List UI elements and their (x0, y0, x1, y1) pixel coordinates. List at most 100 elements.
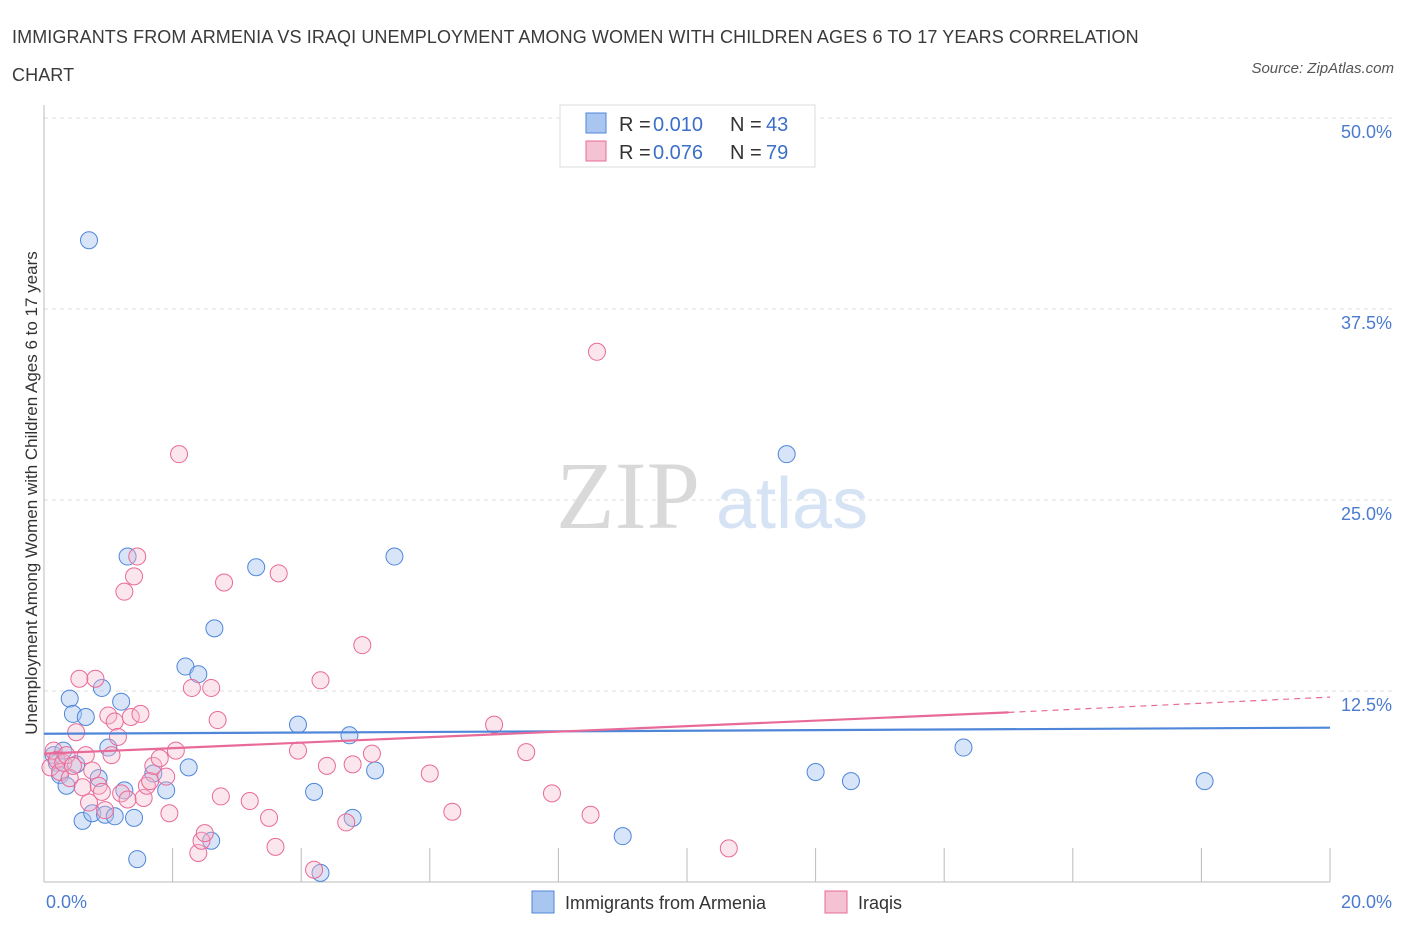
iraqis-point-59 (443, 802, 462, 821)
iraqis-point-51 (305, 860, 324, 879)
iraqis-point-61 (517, 743, 536, 762)
legend-r-label-iraqis: R = (619, 142, 651, 164)
armenia-point-8 (73, 811, 92, 830)
iraqis-point-34 (157, 767, 176, 786)
armenia-point-16 (105, 807, 124, 826)
iraqis-point-49 (269, 564, 288, 583)
tick-labels: 12.5% 25.0% 37.5% 50.0% 0.0% 20.0% (46, 122, 1392, 912)
iraqis-point-19 (102, 746, 121, 765)
iraqis-point-58 (420, 764, 439, 783)
iraqis-point-17 (96, 801, 115, 820)
armenia-point-36 (385, 547, 404, 566)
armenia-point-31 (305, 782, 324, 801)
armenia-point-13 (92, 678, 111, 697)
source-label: Source: ZipAtlas.com (1251, 60, 1394, 77)
iraqis-point-24 (118, 790, 137, 809)
iraqis-point-36 (166, 741, 185, 760)
bottom-legend-label-armenia: Immigrants from Armenia (565, 893, 767, 913)
iraqis-point-44 (211, 787, 230, 806)
iraqis-point-25 (121, 707, 140, 726)
y-tick-label-2: 37.5% (1341, 313, 1392, 333)
iraqis-point-20 (105, 712, 124, 731)
armenia-point-35 (366, 761, 385, 780)
armenia-point-17 (112, 692, 131, 711)
watermark-zip: ZIP (556, 442, 700, 549)
y-tick-label-0: 12.5% (1341, 695, 1392, 715)
iraqis-point-10 (73, 778, 92, 797)
legend-n-value-iraqis: 79 (766, 142, 788, 164)
iraqis-point-43 (208, 711, 227, 730)
trend-lines (43, 696, 1331, 755)
legend-r-label-armenia: R = (619, 114, 651, 136)
iraqis-point-57 (362, 744, 381, 763)
y-axis-label: Unemployment Among Women with Children A… (22, 251, 41, 735)
iraqis-point-55 (343, 755, 362, 774)
series-armenia-points (44, 231, 1214, 882)
bottom-legend: Immigrants from Armenia Iraqis (531, 890, 902, 914)
x-tick-label-0: 0.0% (46, 892, 87, 912)
legend-swatch-armenia (585, 112, 607, 134)
iraqis-point-7 (63, 756, 82, 775)
y-tick-label-3: 50.0% (1341, 122, 1392, 142)
armenia-point-38 (777, 445, 796, 464)
iraqis-point-5 (57, 746, 76, 765)
armenia-point-42 (1195, 772, 1214, 791)
armenia-trend-line (43, 726, 1331, 735)
iraqis-trend-line (43, 711, 1009, 755)
armenia-point-41 (954, 738, 973, 757)
gridlines (44, 117, 1392, 692)
iraqis-point-21 (108, 727, 127, 746)
iraqis-point-53 (317, 756, 336, 775)
iraqis-point-12 (80, 793, 99, 812)
legend-swatch-iraqis (585, 140, 607, 162)
iraqis-point-9 (70, 669, 89, 688)
iraqis-point-13 (83, 761, 102, 780)
armenia-point-34 (343, 808, 362, 827)
iraqis-point-31 (141, 772, 160, 791)
armenia-point-9 (76, 707, 95, 726)
iraqis-point-16 (92, 782, 111, 801)
legend-n-label-iraqis: N = (730, 142, 762, 164)
iraqis-trend-line-extension (1008, 696, 1331, 713)
armenia-point-40 (841, 772, 860, 791)
iraqis-point-26 (125, 567, 144, 586)
watermark: ZIP atlas (556, 442, 868, 549)
iraqis-point-33 (150, 749, 169, 768)
armenia-point-12 (89, 769, 108, 788)
iraqis-point-23 (115, 582, 134, 601)
iraqis-point-52 (311, 671, 330, 690)
iraqis-point-48 (266, 837, 285, 856)
legend-n-label-armenia: N = (730, 114, 762, 136)
armenia-point-19 (118, 547, 137, 566)
iraqis-point-38 (182, 678, 201, 697)
iraqis-point-27 (128, 547, 147, 566)
iraqis-point-50 (288, 741, 307, 760)
chart-title: IMMIGRANTS FROM ARMENIA VS IRAQI UNEMPLO… (12, 27, 1139, 85)
axes (43, 105, 1331, 883)
iraqis-point-54 (337, 813, 356, 832)
armenia-point-30 (288, 715, 307, 734)
armenia-point-25 (179, 758, 198, 777)
iraqis-point-11 (76, 746, 95, 765)
iraqis-point-60 (485, 715, 504, 734)
y-tick-label-1: 25.0% (1341, 504, 1392, 524)
armenia-point-27 (202, 831, 221, 850)
armenia-point-23 (157, 781, 176, 800)
iraqis-point-32 (144, 756, 163, 775)
bottom-legend-label-iraqis: Iraqis (858, 893, 902, 913)
iraqis-point-8 (67, 723, 86, 742)
iraqis-point-64 (587, 342, 606, 361)
legend-r-value-iraqis: 0.076 (653, 142, 703, 164)
bottom-legend-swatch-iraqis (824, 890, 848, 914)
armenia-point-14 (96, 805, 115, 824)
watermark-atlas: atlas (716, 464, 868, 544)
armenia-point-10 (80, 231, 99, 250)
legend-n-value-armenia: 43 (766, 114, 788, 136)
armenia-point-21 (128, 850, 147, 869)
armenia-point-20 (125, 808, 144, 827)
iraqis-point-56 (353, 636, 372, 655)
iraqis-point-63 (581, 805, 600, 824)
bottom-legend-swatch-armenia (531, 890, 555, 914)
armenia-point-28 (205, 619, 224, 638)
